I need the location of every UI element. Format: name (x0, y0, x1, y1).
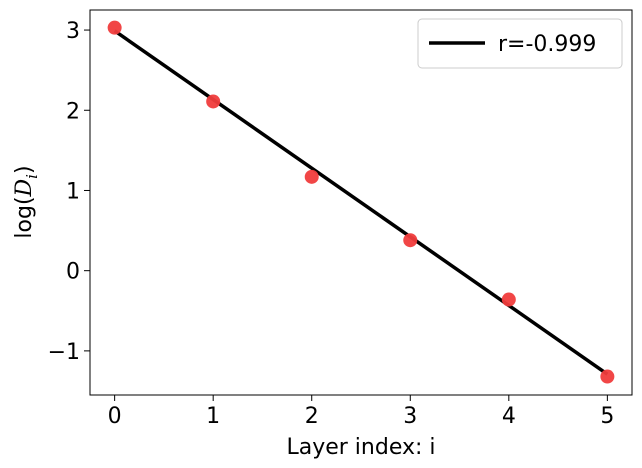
scatter-point (107, 20, 122, 35)
legend-label: r=-0.999 (498, 32, 596, 57)
scatter-point (600, 369, 615, 384)
scatter-point (403, 233, 418, 248)
x-tick-label: 3 (403, 404, 417, 429)
y-axis-ticks: −1 0 1 2 3 (48, 19, 90, 365)
x-tick-label: 5 (600, 404, 614, 429)
y-axis-label-subscript: i (23, 174, 41, 179)
scatter-point (304, 169, 319, 184)
legend-frame (417, 18, 623, 69)
x-tick-label: 0 (108, 404, 122, 429)
x-tick-label: 4 (502, 404, 516, 429)
y-tick-label: 2 (66, 99, 80, 124)
y-tick-label: −1 (48, 340, 80, 365)
y-axis-label-suffix: ) (12, 165, 37, 174)
legend: r=-0.999 (417, 18, 623, 69)
scatter-point (501, 292, 516, 307)
fit-lines (113, 29, 609, 376)
y-axis-label-variable: D (12, 178, 37, 197)
y-axis-label-prefix: log( (12, 196, 37, 238)
scatter-point (206, 94, 221, 109)
y-tick-label: 3 (66, 19, 80, 44)
fit-line (113, 29, 609, 376)
y-tick-label: 1 (66, 179, 80, 204)
x-tick-label: 2 (305, 404, 319, 429)
y-tick-label: 0 (66, 260, 80, 285)
x-tick-label: 1 (206, 404, 220, 429)
y-axis-label: log(Di) (12, 165, 41, 238)
plot-area-frame (89, 9, 633, 396)
x-axis-label: Layer index: i (286, 435, 435, 460)
x-axis-ticks: 0 1 2 3 4 5 (108, 395, 614, 429)
scatter-points (107, 20, 615, 384)
